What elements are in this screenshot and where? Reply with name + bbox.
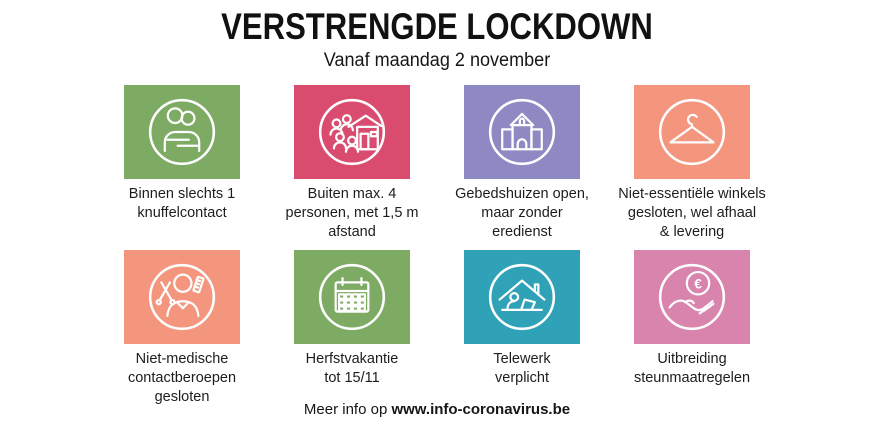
worship-house-tile [464,84,580,179]
support-money-icon: € [658,263,726,330]
hairdresser-icon [148,263,216,330]
page-subtitle: Vanaf maandag 2 november [323,49,551,71]
measure-caption: Binnen slechts 1 knuffelcontact [128,185,236,221]
measure-card-steunmaatregelen: € Uitbreiding steunmaatregelen [607,249,777,408]
telework-tile [464,249,580,344]
footer: Meer info op www.info-coronavirus.be [0,401,874,418]
telework-icon [488,263,556,330]
measure-caption: Gebedshuizen open, maar zonder eredienst [455,185,589,241]
measure-caption: Telewerk verplicht [493,350,551,386]
svg-text:€: € [694,276,702,291]
clothes-hanger-tile [634,84,750,179]
measure-card-winkels: Niet-essentiële winkels gesloten, wel af… [607,84,777,250]
footer-prefix: Meer info op [303,401,392,418]
measure-card-contactberoepen: Niet-medische contactberoepen gesloten [97,249,267,408]
calendar-tile [294,249,410,344]
measure-card-knuffelcontact: Binnen slechts 1 knuffelcontact [97,84,267,250]
measure-caption: Niet-essentiële winkels gesloten, wel af… [618,185,766,241]
hairdresser-tile [124,249,240,344]
outdoor-gathering-tile [294,84,410,179]
header: VERSTRENGDE LOCKDOWN Vanaf maandag 2 nov… [0,0,874,72]
hug-tile [124,84,240,179]
measure-card-telewerk: Telewerk verplicht [437,249,607,408]
measure-card-herfstvakantie: Herfstvakantie tot 15/11 [267,249,437,408]
measures-grid: Binnen slechts 1 knuffelcontact Buiten m… [0,84,874,408]
outdoor-gathering-icon [318,98,386,165]
footer-url-link[interactable]: www.info-coronavirus.be [391,401,571,418]
measure-caption: Niet-medische contactberoepen gesloten [127,350,237,406]
calendar-icon [318,263,386,330]
measure-caption: Uitbreiding steunmaatregelen [633,350,751,386]
measure-caption: Buiten max. 4 personen, met 1,5 m afstan… [285,185,419,241]
clothes-hanger-icon [658,98,726,165]
support-money-tile: € [634,249,750,344]
page-title: VERSTRENGDE LOCKDOWN [221,6,653,47]
worship-house-icon [488,98,556,165]
measure-caption: Herfstvakantie tot 15/11 [305,350,399,386]
hug-icon [148,98,216,165]
measure-card-buiten: Buiten max. 4 personen, met 1,5 m afstan… [267,84,437,250]
measure-card-gebedshuizen: Gebedshuizen open, maar zonder eredienst [437,84,607,250]
